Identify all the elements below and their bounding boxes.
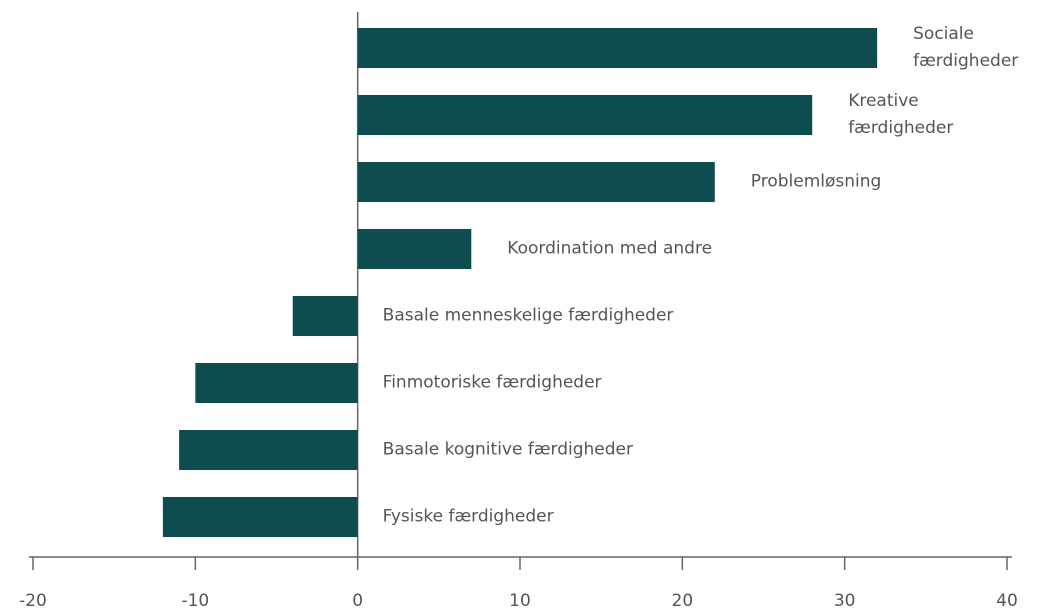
- x-tick-label: 30: [834, 591, 856, 610]
- x-tick-label: 0: [352, 591, 363, 610]
- x-tick-label: -20: [19, 591, 47, 610]
- bar: [195, 363, 358, 403]
- x-tick-label: 40: [996, 591, 1018, 610]
- x-tick-label: 10: [509, 591, 531, 610]
- category-label: Sociale færdigheder: [913, 24, 1019, 71]
- bar: [357, 162, 715, 202]
- bar: [357, 229, 472, 269]
- category-label: Basale menneskelige færdigheder: [382, 305, 674, 326]
- bar: [357, 28, 878, 68]
- category-label: Fysiske færdigheder: [382, 506, 554, 527]
- category-label: Finmotoriske færdigheder: [382, 372, 602, 393]
- x-tick-label: -10: [181, 591, 209, 610]
- category-label: Problemløsning: [750, 171, 882, 192]
- bar: [162, 497, 358, 537]
- category-label: Koordination med andre: [507, 238, 713, 259]
- category-label: Kreative færdigheder: [848, 91, 954, 138]
- bar: [179, 430, 358, 470]
- x-tick-label: 20: [672, 591, 694, 610]
- category-label: Basale kognitive færdigheder: [382, 439, 633, 460]
- bar: [292, 296, 358, 336]
- bar: [357, 95, 813, 135]
